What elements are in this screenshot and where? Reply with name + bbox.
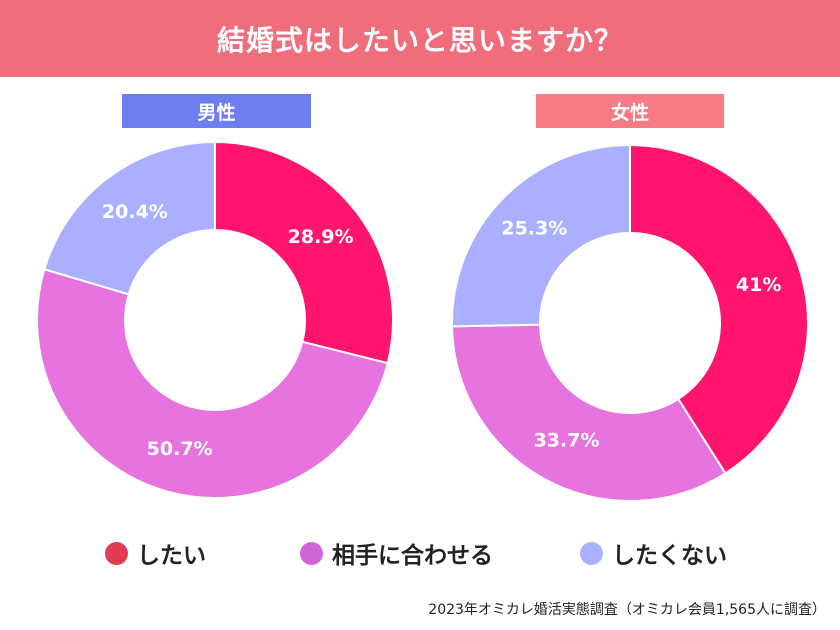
female-slice-shitai: [629, 143, 809, 475]
male-slice-shitai: [214, 140, 394, 365]
female-chart-title: 女性: [536, 94, 724, 128]
source-note: 2023年オミカレ婚活実態調査（オミカレ会員1,565人に調査）: [428, 602, 826, 618]
male-donut-chart: 28.9% 50.7% 20.4%: [36, 140, 394, 499]
legend-label-awaseru: 相手に合わせる: [332, 543, 493, 569]
legend-item-shitakunai: したくない: [580, 533, 727, 573]
donut-charts: 28.9% 50.7% 20.4% 41% 33.7% 25.3%: [36, 140, 809, 502]
male-slice-awaseru: [36, 268, 389, 499]
female-label-shitai: 41%: [736, 274, 781, 296]
legend-swatch-shitai: [105, 541, 128, 565]
male-label-shitakunai: 20.4%: [102, 201, 168, 223]
page-title: 結婚式はしたいと思いますか？: [216, 23, 623, 57]
female-slice-shitakunai: [451, 143, 631, 328]
legend-label-shitai: したい: [137, 543, 206, 569]
legend-swatch-shitakunai: [580, 541, 603, 565]
legend: したい 相手に合わせる したくない: [0, 533, 840, 573]
male-label-awaseru: 50.7%: [147, 438, 213, 460]
legend-swatch-awaseru: [300, 541, 323, 565]
legend-label-shitakunai: したくない: [612, 543, 727, 569]
female-label-shitakunai: 25.3%: [501, 218, 567, 240]
legend-item-shitai: したい: [105, 533, 206, 573]
male-label-shitai: 28.9%: [288, 226, 354, 248]
male-slice-shitakunai: [43, 140, 216, 296]
header-banner: 結婚式はしたいと思いますか？: [0, 0, 840, 77]
male-chart-title: 男性: [122, 94, 311, 128]
female-label-awaseru: 33.7%: [534, 430, 600, 452]
legend-item-awaseru: 相手に合わせる: [300, 533, 493, 573]
female-slice-awaseru: [451, 323, 727, 502]
female-donut-chart: 41% 33.7% 25.3%: [451, 143, 809, 502]
